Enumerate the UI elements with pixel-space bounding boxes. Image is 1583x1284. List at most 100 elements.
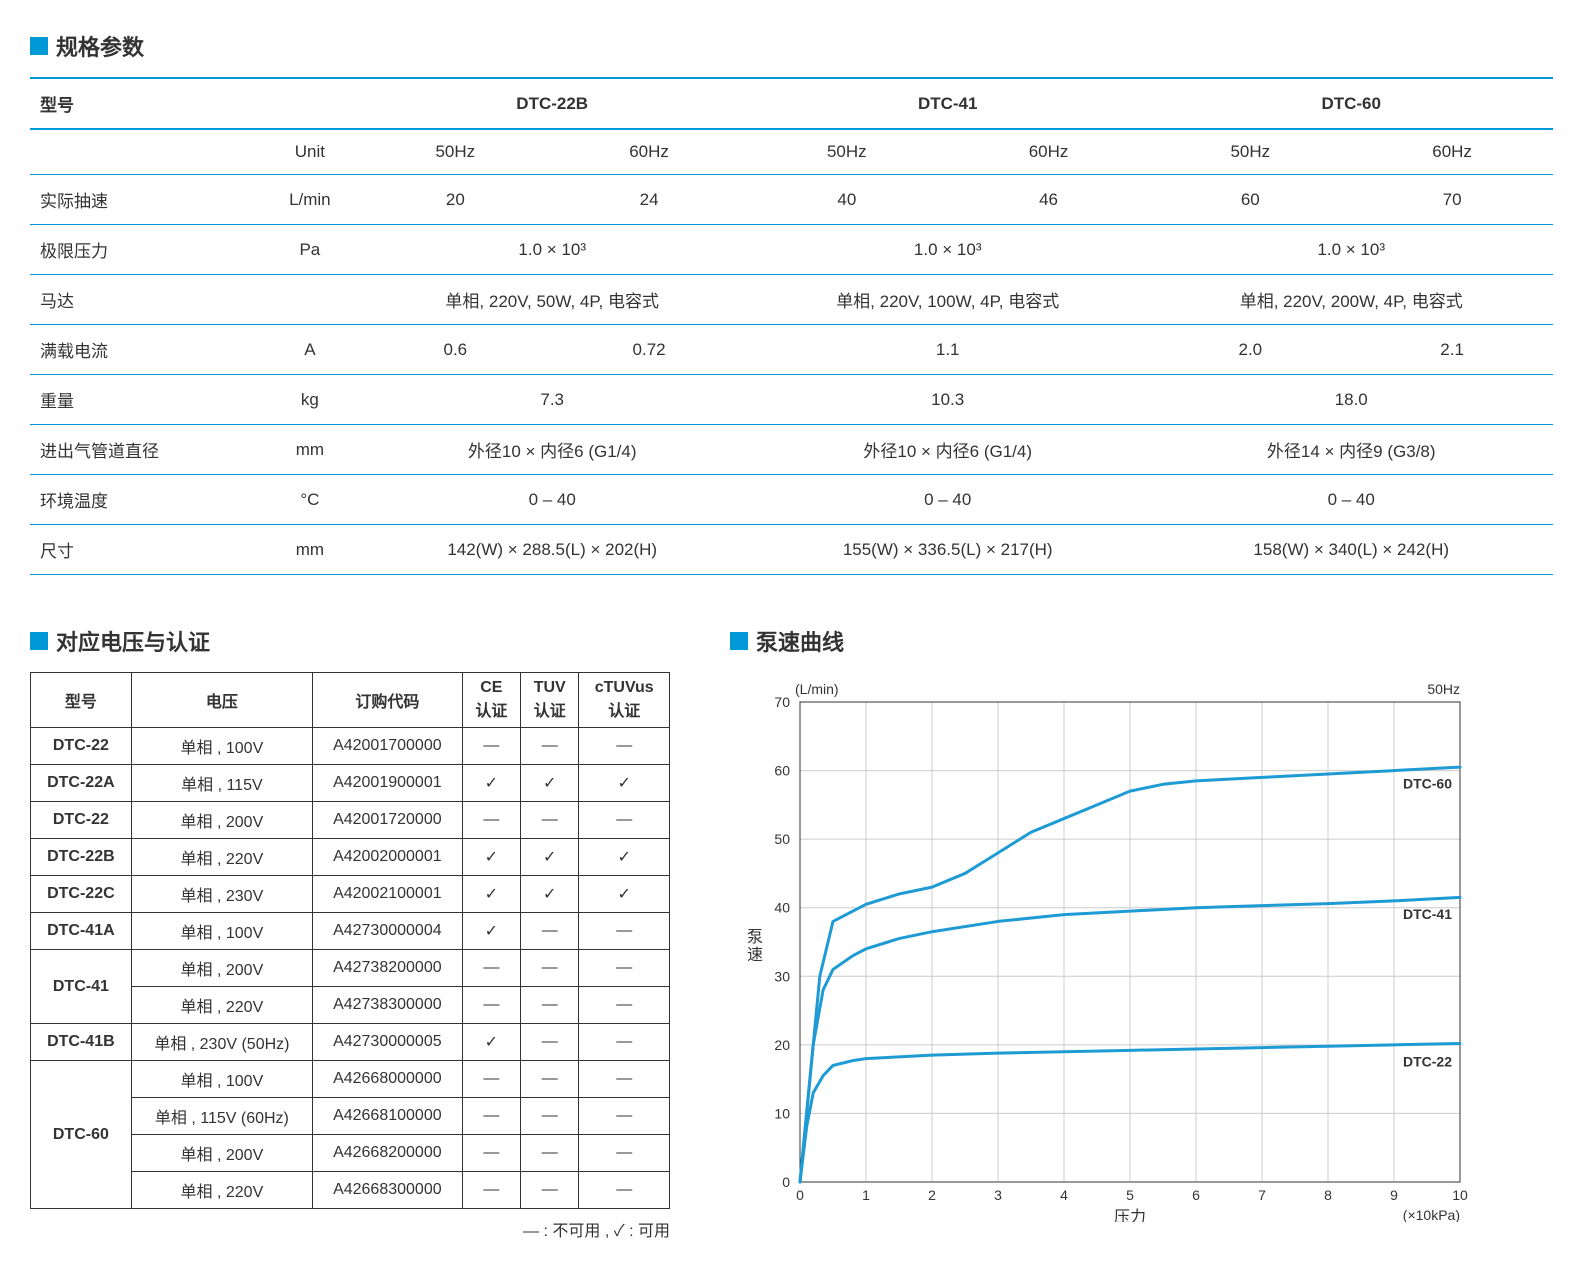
cert-code: A42668300000 [313, 1172, 463, 1209]
cert-model: DTC-22 [31, 728, 132, 765]
cert-model: DTC-41B [31, 1024, 132, 1061]
svg-text:(L/min): (L/min) [795, 681, 839, 697]
cert-ctuv: ✓ [579, 839, 670, 876]
cert-ce: — [462, 1172, 520, 1209]
cert-code: A42730000004 [313, 913, 463, 950]
spec-cell: 20 [358, 175, 552, 225]
spec-row: 满载电流A0.60.721.12.02.1 [30, 325, 1553, 375]
cert-row: DTC-41A单相 , 100VA42730000004✓—— [31, 913, 670, 950]
cert-row: DTC-22A单相 , 115VA42001900001✓✓✓ [31, 765, 670, 802]
svg-text:2: 2 [928, 1187, 936, 1203]
spec-row: 实际抽速L/min202440466070 [30, 175, 1553, 225]
spec-cell: 70 [1351, 175, 1553, 225]
cert-legend: — : 不可用 , ✓ : 可用 [30, 1217, 670, 1241]
cert-tuv: — [521, 1135, 579, 1172]
cert-model: DTC-22A [31, 765, 132, 802]
spec-row: 极限压力Pa1.0 × 10³1.0 × 10³1.0 × 10³ [30, 225, 1553, 275]
spec-row-label: 环境温度 [30, 475, 261, 525]
cert-col-header: 订购代码 [313, 673, 463, 728]
spec-cell: 18.0 [1149, 375, 1553, 425]
cert-voltage: 单相 , 115V [131, 765, 312, 802]
cert-ce: ✓ [462, 839, 520, 876]
svg-text:50: 50 [774, 831, 790, 847]
spec-row: 进出气管道直径mm外径10 × 内径6 (G1/4)外径10 × 内径6 (G1… [30, 425, 1553, 475]
spec-cell: 155(W) × 336.5(L) × 217(H) [746, 525, 1149, 575]
cert-ctuv: ✓ [579, 876, 670, 913]
cert-code: A42738300000 [313, 987, 463, 1024]
cert-tuv: ✓ [521, 839, 579, 876]
cert-voltage: 单相 , 200V [131, 950, 312, 987]
cert-ctuv: — [579, 1098, 670, 1135]
spec-table: 型号 DTC-22B DTC-41 DTC-60 Unit 50Hz 60Hz … [30, 77, 1553, 575]
bullet-icon [30, 37, 48, 55]
spec-cell: 单相, 220V, 100W, 4P, 电容式 [746, 275, 1149, 325]
spec-row: 环境温度°C0 – 400 – 400 – 40 [30, 475, 1553, 525]
cert-voltage: 单相 , 200V [131, 1135, 312, 1172]
spec-unit: A [261, 325, 358, 375]
cert-tuv: — [521, 1098, 579, 1135]
spec-row-label: 进出气管道直径 [30, 425, 261, 475]
cert-voltage: 单相 , 100V [131, 728, 312, 765]
cert-ctuv: — [579, 1061, 670, 1098]
spec-cell: 1.0 × 10³ [746, 225, 1149, 275]
cert-col-header: TUV认证 [521, 673, 579, 728]
spec-row-label: 尺寸 [30, 525, 261, 575]
svg-text:DTC-60: DTC-60 [1403, 776, 1452, 792]
cert-tuv: — [521, 913, 579, 950]
spec-unit: Pa [261, 225, 358, 275]
cert-ce: ✓ [462, 1024, 520, 1061]
cert-ce: — [462, 987, 520, 1024]
svg-text:泵速: 泵速 [747, 928, 763, 964]
spec-subheader-row: Unit 50Hz 60Hz 50Hz 60Hz 50Hz 60Hz [30, 129, 1553, 175]
model-label: 型号 [30, 78, 358, 129]
cert-col-header: cTUVus认证 [579, 673, 670, 728]
pump-speed-chart: 012345678910010203040506070(L/min)50Hz(×… [730, 672, 1553, 1227]
spec-row-label: 实际抽速 [30, 175, 261, 225]
cert-tuv: — [521, 987, 579, 1024]
spec-row-label: 极限压力 [30, 225, 261, 275]
svg-text:5: 5 [1126, 1187, 1134, 1203]
cert-code: A42001720000 [313, 802, 463, 839]
cert-ce: — [462, 1098, 520, 1135]
svg-text:(×10kPa): (×10kPa) [1403, 1207, 1460, 1222]
freq-5: 60Hz [1351, 129, 1553, 175]
cert-voltage: 单相 , 220V [131, 987, 312, 1024]
spec-row: 尺寸mm142(W) × 288.5(L) × 202(H)155(W) × 3… [30, 525, 1553, 575]
cert-model: DTC-41A [31, 913, 132, 950]
cert-tuv: — [521, 1172, 579, 1209]
cert-ctuv: — [579, 987, 670, 1024]
freq-0: 50Hz [358, 129, 552, 175]
chart-section-title: 泵速曲线 [730, 625, 1553, 657]
svg-text:10: 10 [774, 1105, 790, 1121]
spec-row-label: 满载电流 [30, 325, 261, 375]
cert-voltage: 单相 , 100V [131, 1061, 312, 1098]
cert-ctuv: — [579, 728, 670, 765]
cert-ctuv: — [579, 1172, 670, 1209]
cert-ce: — [462, 728, 520, 765]
spec-cell: 1.0 × 10³ [1149, 225, 1553, 275]
cert-code: A42002000001 [313, 839, 463, 876]
spec-unit: kg [261, 375, 358, 425]
cert-ctuv: ✓ [579, 765, 670, 802]
spec-unit: L/min [261, 175, 358, 225]
cert-voltage: 单相 , 220V [131, 839, 312, 876]
cert-row: DTC-22单相 , 100VA42001700000——— [31, 728, 670, 765]
svg-text:DTC-22: DTC-22 [1403, 1053, 1452, 1069]
spec-unit: mm [261, 425, 358, 475]
spec-unit: °C [261, 475, 358, 525]
cert-row: DTC-22B单相 , 220VA42002000001✓✓✓ [31, 839, 670, 876]
svg-text:7: 7 [1258, 1187, 1266, 1203]
cert-tuv: — [521, 802, 579, 839]
svg-text:0: 0 [782, 1174, 790, 1190]
spec-cell: 外径10 × 内径6 (G1/4) [358, 425, 746, 475]
spec-cell: 7.3 [358, 375, 746, 425]
cert-model: DTC-41 [31, 950, 132, 1024]
spec-section-title: 规格参数 [30, 30, 1553, 62]
freq-1: 60Hz [552, 129, 746, 175]
spec-cell: 外径10 × 内径6 (G1/4) [746, 425, 1149, 475]
cert-code: A42001900001 [313, 765, 463, 802]
cert-tuv: — [521, 728, 579, 765]
svg-text:6: 6 [1192, 1187, 1200, 1203]
cert-tuv: — [521, 950, 579, 987]
cert-voltage: 单相 , 230V (50Hz) [131, 1024, 312, 1061]
